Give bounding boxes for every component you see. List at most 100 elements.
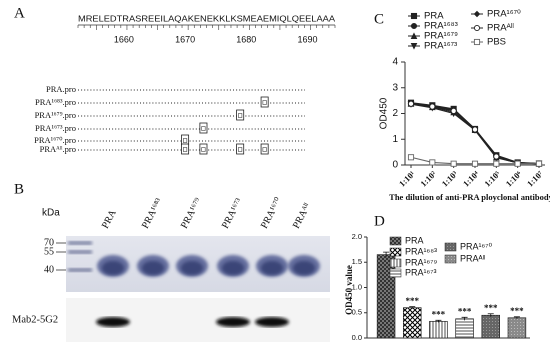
lane-label: PRA [100, 207, 119, 230]
marker [450, 107, 457, 114]
marker-label: 55 [44, 246, 54, 257]
marker [493, 160, 500, 167]
mutation-box [199, 122, 208, 134]
marker [471, 160, 479, 167]
y-tick-label: 3 [392, 82, 398, 93]
marker [429, 159, 436, 166]
legend-label: PRA¹⁶⁷⁹ [424, 31, 458, 42]
significance: *** [484, 303, 498, 313]
mutation-box [236, 143, 245, 155]
lane-label: PRA¹⁶⁷⁰ [259, 196, 284, 231]
mutation-mark [183, 138, 188, 143]
marker [410, 42, 418, 50]
row-label: PRA¹⁶⁷⁰.pro [34, 135, 76, 145]
blot-band [255, 317, 289, 327]
blot-band [96, 317, 130, 327]
mutation-box [199, 143, 208, 155]
marker [493, 153, 500, 160]
row-label: PRA.pro [46, 84, 76, 94]
row-label: PRA¹⁶⁷⁹.pro [35, 110, 76, 120]
series-line [410, 103, 540, 165]
lane-label: PRA¹⁶⁷³ [220, 197, 245, 231]
marker-band [68, 250, 92, 254]
y-tick-label: 2.0 [352, 232, 362, 241]
y-axis-label: OD450 [379, 97, 390, 129]
bar [455, 318, 474, 339]
significance: *** [510, 306, 524, 316]
marker [514, 160, 521, 167]
legend-label: PRA¹⁶⁸³ [424, 21, 458, 32]
ruler-label: 1690 [297, 34, 317, 44]
panel-label: D [374, 213, 385, 229]
marker [473, 24, 481, 32]
marker [407, 154, 415, 161]
mutation-mark [262, 100, 267, 105]
ruler-label: 1670 [175, 34, 195, 44]
legend-label: PRA¹⁶⁷³ [424, 41, 457, 52]
legend-label: PRA¹⁶⁷³ [405, 267, 436, 277]
bar [507, 317, 527, 339]
mutation-box [260, 96, 269, 108]
marker [450, 160, 457, 167]
x-tick-label: 1:10⁵ [482, 168, 502, 188]
y-tick-label: 1.0 [352, 282, 362, 291]
x-axis-label: The dilution of anti-PRA ployclonal anti… [389, 192, 550, 202]
mutation-box [260, 143, 269, 155]
y-axis-label: OD450 value [344, 265, 354, 315]
legend-label: PRAᴬˡˡ [487, 23, 514, 34]
unit-label: kDa [42, 208, 60, 219]
protein-band-core [142, 261, 164, 275]
bar [403, 307, 422, 339]
legend-label: PRA [424, 11, 444, 22]
legend-label: PBS [487, 37, 506, 48]
mutation-mark [183, 147, 188, 152]
marker [471, 126, 479, 133]
mutation-mark [201, 126, 206, 131]
legend-swatch [444, 254, 457, 264]
significance: *** [458, 306, 472, 316]
lane-label: PRAᴬˡˡ [291, 201, 314, 230]
marker [407, 100, 415, 107]
marker [410, 32, 418, 40]
marker [410, 12, 418, 20]
x-tick-label: 1:10⁶ [504, 168, 524, 188]
error-bar [461, 316, 468, 321]
legend-swatch [389, 268, 402, 278]
marker [473, 38, 481, 46]
significance: *** [406, 296, 420, 306]
marker-label: 40 [44, 264, 54, 275]
bar [481, 314, 500, 339]
y-tick-label: 0 [392, 160, 398, 171]
marker [473, 10, 481, 18]
y-tick-label: 1.5 [352, 257, 362, 266]
panel-label: C [374, 11, 384, 27]
protein-band-core [261, 261, 283, 275]
marker [535, 160, 543, 167]
legend-label: PRA¹⁶⁷⁹ [405, 257, 437, 267]
mutation-box [181, 143, 190, 155]
y-tick-label: 2 [392, 108, 398, 119]
legend-swatch [389, 247, 402, 257]
mutation-box [236, 109, 245, 121]
y-tick-label: 0.0 [352, 333, 362, 342]
legend-label: PRA [405, 235, 424, 245]
bar [429, 320, 448, 339]
legend-label: PRAᴬˡˡ [460, 253, 485, 263]
panel-label: B [14, 181, 24, 197]
mutation-mark [238, 147, 243, 152]
y-tick-label: 1 [392, 134, 398, 145]
error-bar [383, 251, 390, 258]
x-tick-label: 1:10³ [440, 168, 460, 188]
legend-swatch [389, 236, 402, 246]
legend-label: PRA¹⁶⁷⁰ [487, 9, 521, 20]
marker [429, 103, 436, 110]
mutation-mark [262, 147, 267, 152]
row-label: PRAᴬˡˡ.pro [40, 144, 76, 154]
lane-label: PRA¹⁶⁸³ [140, 197, 165, 231]
row-label: PRA¹⁶⁷³.pro [35, 123, 76, 133]
mutation-box [181, 134, 190, 146]
x-tick-label: 1:10⁷ [525, 168, 545, 188]
error-bar [513, 316, 520, 319]
mutation-mark [201, 147, 206, 152]
